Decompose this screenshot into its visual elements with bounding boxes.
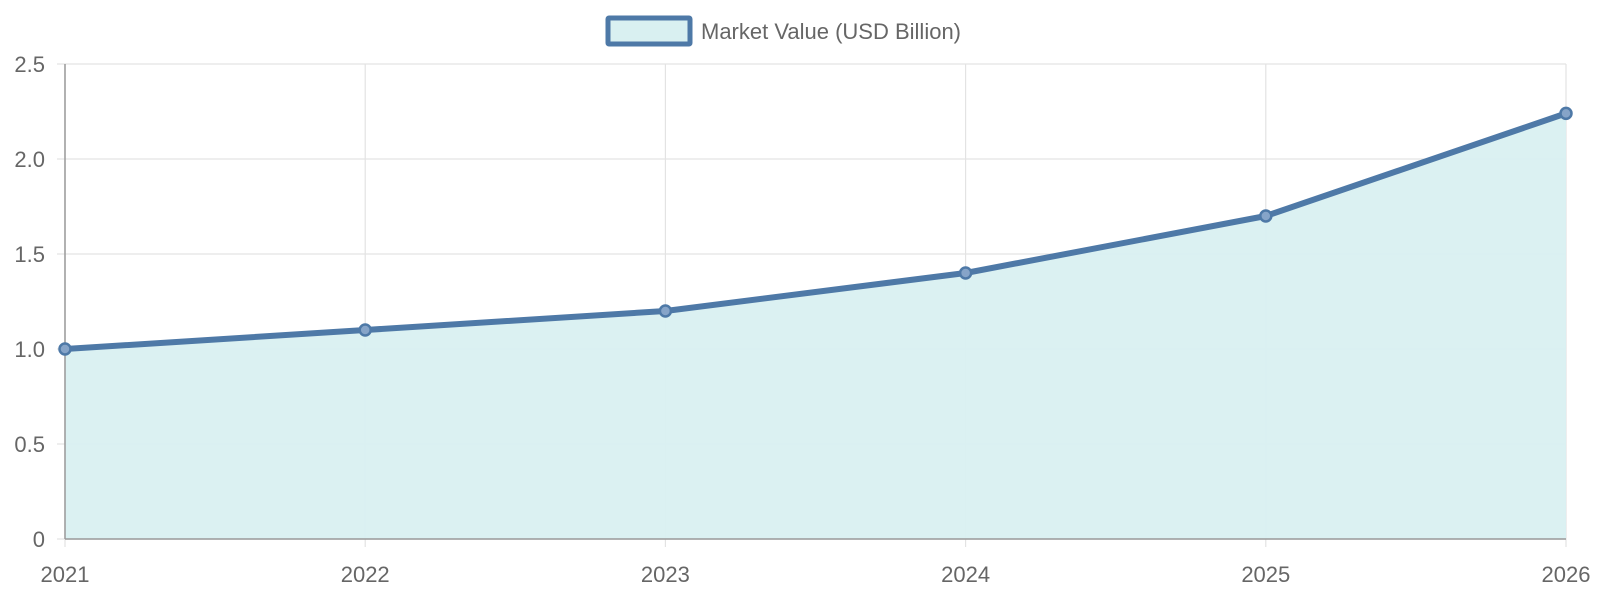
data-point[interactable] [58,342,72,356]
x-tick-label: 2025 [1241,562,1290,587]
y-tick-label: 0.5 [14,432,45,457]
data-points [58,106,1573,356]
x-tick-label: 2021 [41,562,90,587]
y-tick-label: 2.5 [14,52,45,77]
axes [64,64,1566,540]
x-tick-label: 2024 [941,562,990,587]
legend-swatch [605,15,693,47]
legend-label: Market Value (USD Billion) [701,19,961,44]
data-point[interactable] [1559,106,1573,121]
x-axis-tick-labels: 2021 2022 2023 2024 2025 2026 [41,562,1591,587]
area-fill [65,113,1566,540]
x-tick-label: 2023 [641,562,690,587]
legend[interactable]: Market Value (USD Billion) [605,15,961,47]
data-point[interactable] [1259,209,1273,223]
series-line-layer [62,110,1569,352]
data-point[interactable] [358,323,372,337]
y-tick-label: 2.0 [14,147,45,172]
area-fill-layer [65,113,1566,540]
series-line [62,110,1569,352]
y-tick-label: 0 [33,527,45,552]
data-point[interactable] [958,266,973,280]
x-tick-label: 2022 [341,562,390,587]
y-tick-label: 1.0 [14,337,45,362]
y-axis-tick-labels: 0 0.5 1.0 1.5 2.0 2.5 [14,52,45,552]
data-point[interactable] [658,304,673,318]
x-tick-label: 2026 [1542,562,1591,587]
y-tick-label: 1.5 [14,242,45,267]
